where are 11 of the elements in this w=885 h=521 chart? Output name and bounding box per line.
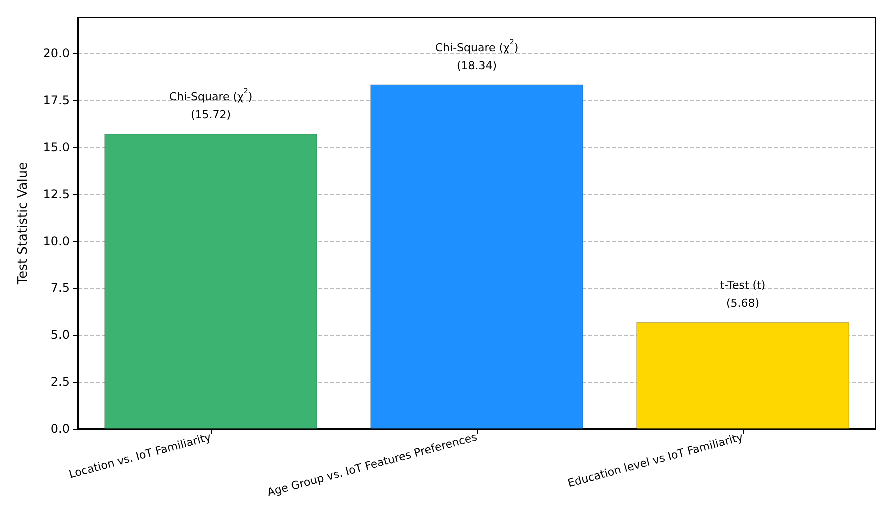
y-tick-label: 17.5: [43, 94, 70, 108]
y-tick-label: 10.0: [43, 234, 70, 248]
y-tick-label: 15.0: [43, 140, 70, 154]
data-label: t-Test (t) (5.68): [720, 278, 766, 310]
y-tick-label: 12.5: [43, 187, 70, 202]
y-tick-label: 2.5: [50, 375, 70, 390]
y-tick-label: 5.0: [50, 328, 70, 342]
y-axis-title: Test Statistic Value: [16, 162, 31, 286]
y-tick-label: 20.0: [43, 46, 70, 61]
y-tick-label: 0.0: [50, 422, 70, 436]
y-tick-label: 7.5: [50, 281, 70, 296]
